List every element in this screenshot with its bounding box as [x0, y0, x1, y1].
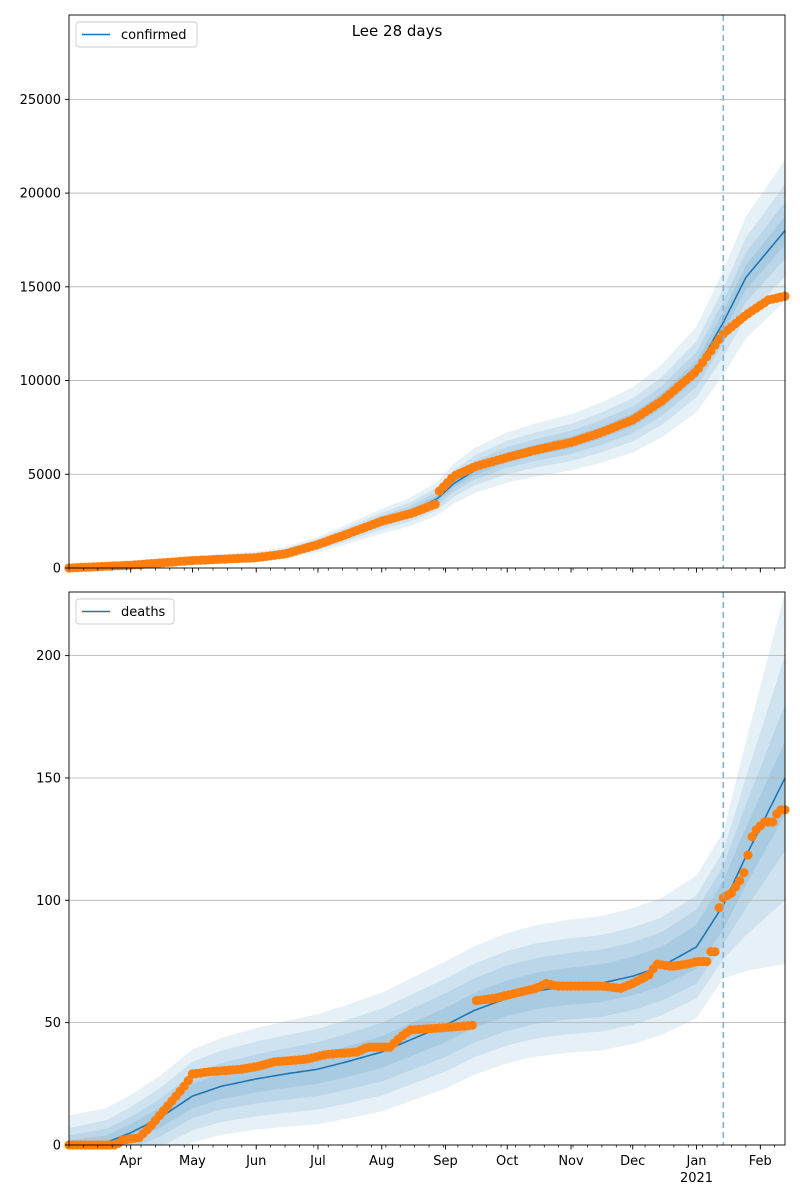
- y-tick-label: 10000: [20, 374, 61, 389]
- legend-label: deaths: [121, 605, 166, 620]
- observed-point: [714, 903, 724, 913]
- y-tick-label: 100: [36, 894, 61, 909]
- x-tick-label: Feb: [749, 1154, 772, 1169]
- observed-point: [183, 1076, 193, 1086]
- confirmed-panel: 0 5000 10000 15000 20000 25000 confirmed: [20, 14, 790, 577]
- y-tick-label: 150: [36, 771, 61, 786]
- x-tick-label: Apr: [119, 1154, 142, 1169]
- observed-point: [710, 947, 720, 957]
- deaths-panel: 0 50 100 150 200 Apr May Jun Jul Aug Sep Oct Nov Dec J…: [36, 591, 790, 1186]
- observed-point: [702, 956, 712, 967]
- observed-point: [430, 499, 440, 509]
- x-tick-label: Jul: [309, 1154, 326, 1169]
- x-tick-label: Oct: [496, 1154, 518, 1169]
- y-tick-label: 20000: [20, 187, 61, 202]
- legend-box: [75, 598, 175, 625]
- x-tick-label: Sep: [433, 1154, 458, 1169]
- figure-title: Lee 28 days: [352, 22, 443, 40]
- observed-point: [768, 817, 778, 827]
- legend-box: [75, 21, 198, 48]
- x-tick-label: Jun: [245, 1154, 266, 1169]
- x-tick-label: Dec: [620, 1154, 645, 1169]
- legend-label: confirmed: [121, 28, 187, 43]
- y-tick-label: 25000: [20, 93, 61, 108]
- x-tick-label: Jan: [686, 1154, 707, 1169]
- observed-point: [747, 832, 757, 842]
- y-tick-label: 200: [36, 649, 61, 664]
- y-tick-label: 5000: [28, 468, 61, 483]
- axes-frame: [68, 591, 786, 1146]
- y-tick-label: 0: [53, 1139, 61, 1154]
- y-tick-label: 15000: [20, 280, 61, 295]
- x-tick-label: Nov: [558, 1154, 584, 1169]
- x-tick-label: May: [179, 1154, 206, 1169]
- x-year-label: 2021: [680, 1171, 713, 1186]
- uncertainty-band: [69, 704, 785, 1145]
- uncertainty-band: [69, 592, 785, 1145]
- observed-point: [735, 876, 745, 886]
- observed-point: [467, 1020, 477, 1030]
- observed-point: [743, 850, 753, 860]
- y-tick-label: 0: [53, 562, 61, 577]
- axes-frame: [68, 14, 786, 569]
- observed-point: [739, 868, 749, 878]
- x-tick-label: Aug: [369, 1154, 394, 1169]
- y-tick-label: 50: [44, 1016, 61, 1031]
